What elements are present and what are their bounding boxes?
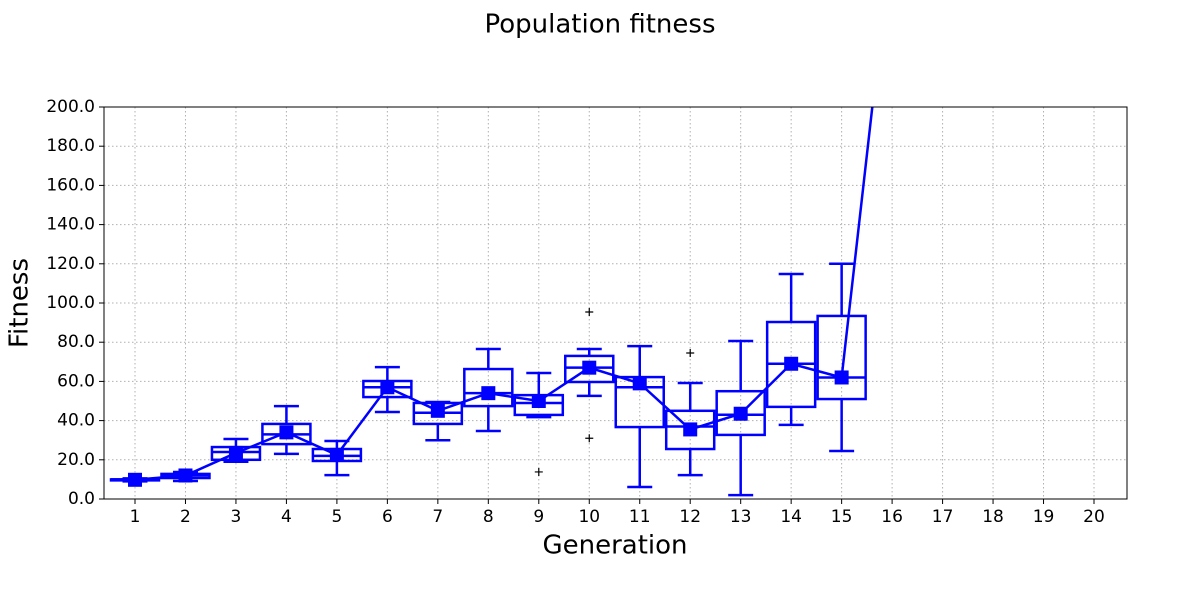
x-tick-label: 15: [831, 507, 853, 527]
grid: [104, 106, 1127, 500]
mean-marker: [784, 356, 799, 371]
y-tick-label: 200.0: [46, 97, 95, 117]
mean-marker: [733, 406, 748, 421]
y-tick-label: 60.0: [57, 371, 95, 391]
box: [463, 367, 514, 408]
mean-marker: [834, 370, 849, 385]
outlier: [585, 308, 594, 317]
y-tick-label: 140.0: [46, 215, 95, 235]
x-axis-label: Generation: [542, 531, 687, 561]
mean-marker: [128, 472, 142, 487]
mean-marker: [279, 425, 294, 440]
y-tick-label: 20.0: [57, 450, 95, 470]
x-tick-label: 14: [780, 507, 802, 527]
x-tick-label: 11: [629, 507, 651, 527]
mean-marker: [380, 380, 395, 395]
y-tick-label: 100.0: [46, 293, 95, 313]
outlier: [534, 467, 543, 476]
mean-marker: [582, 360, 597, 375]
x-tick-label: 16: [881, 507, 903, 527]
y-tick-label: 0.0: [68, 489, 95, 509]
x-tick-label: 10: [578, 507, 600, 527]
mean-marker: [329, 447, 344, 462]
y-tick-label: 180.0: [46, 136, 95, 156]
mean-marker: [531, 394, 546, 408]
y-axis-label: Fitness: [5, 258, 35, 348]
box: [816, 314, 867, 401]
x-tick-label: 7: [432, 507, 443, 527]
x-tick-label: 5: [331, 507, 342, 527]
box: [564, 354, 615, 384]
y-tick-label: 160.0: [46, 175, 95, 195]
x-tick-label: 4: [281, 507, 292, 527]
mean-line: [134, 107, 874, 482]
chart-title: Population fitness: [484, 10, 715, 40]
y-tick-label: 40.0: [57, 411, 95, 431]
mean-marker: [178, 468, 193, 483]
x-tick-label: 2: [180, 507, 191, 527]
x-tick-label: 13: [730, 507, 752, 527]
x-tick-label: 18: [982, 507, 1004, 527]
x-tick-label: 8: [483, 507, 494, 527]
box: [715, 389, 766, 437]
outlier: [686, 348, 695, 357]
mean-marker: [683, 422, 698, 437]
box: [664, 409, 716, 451]
mean-marker: [632, 376, 647, 391]
y-tick-label: 120.0: [46, 254, 95, 274]
mean-marker: [481, 386, 496, 401]
plot-area: [109, 107, 874, 497]
outlier: [585, 434, 594, 443]
mean-marker: [430, 403, 445, 418]
x-tick-label: 3: [231, 507, 242, 527]
y-tick-label: 80.0: [57, 332, 95, 352]
x-tick-label: 20: [1083, 507, 1105, 527]
x-tick-label: 6: [382, 507, 393, 527]
x-tick-label: 9: [533, 507, 544, 527]
x-tick-label: 17: [932, 507, 954, 527]
x-tick-label: 19: [1033, 507, 1055, 527]
x-tick-label: 1: [130, 507, 141, 527]
x-tick-label: 12: [679, 507, 701, 527]
mean-marker: [228, 445, 243, 460]
